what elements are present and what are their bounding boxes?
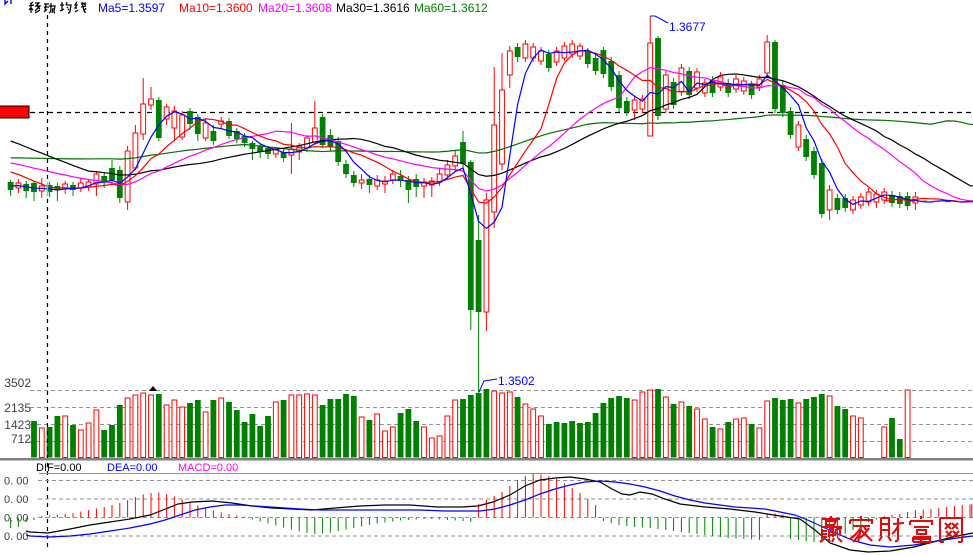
svg-text:2135: 2135 bbox=[4, 401, 31, 415]
svg-text:1.3677: 1.3677 bbox=[669, 20, 706, 34]
svg-text:0. 00: 0. 00 bbox=[4, 513, 28, 525]
svg-text:0. 00: 0. 00 bbox=[4, 476, 28, 488]
svg-text:0. 00: 0. 00 bbox=[4, 531, 28, 543]
svg-text:MACD=0.00: MACD=0.00 bbox=[178, 462, 238, 474]
svg-text:DIF=0.00: DIF=0.00 bbox=[36, 462, 82, 474]
svg-text:1423: 1423 bbox=[4, 418, 31, 432]
svg-text:Ma30=1.3616: Ma30=1.3616 bbox=[336, 1, 410, 15]
svg-text:Ma60=1.3612: Ma60=1.3612 bbox=[414, 1, 488, 15]
svg-text:DEA=0.00: DEA=0.00 bbox=[107, 462, 157, 474]
svg-text:Ma10=1.3600: Ma10=1.3600 bbox=[179, 1, 253, 15]
svg-text:Ma5=1.3597: Ma5=1.3597 bbox=[98, 1, 165, 15]
svg-text:0. 00: 0. 00 bbox=[4, 494, 28, 506]
svg-text:3502: 3502 bbox=[4, 376, 31, 390]
svg-text:712: 712 bbox=[11, 432, 31, 446]
svg-text:1.3502: 1.3502 bbox=[498, 374, 535, 388]
svg-text:Ma20=1.3608: Ma20=1.3608 bbox=[258, 1, 332, 15]
